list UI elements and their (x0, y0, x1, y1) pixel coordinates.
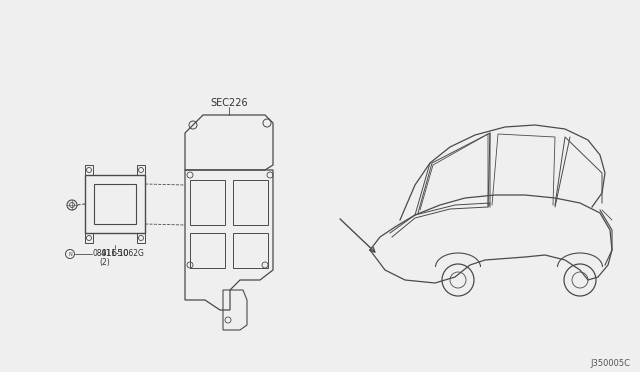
Text: SEC226: SEC226 (210, 98, 248, 108)
Text: J350005C: J350005C (590, 359, 630, 369)
Bar (85, 175, 145, 233)
Bar (94, 184, 136, 224)
Text: (2): (2) (99, 257, 109, 266)
Bar (137, 233, 145, 243)
Bar (137, 165, 145, 175)
Bar (233, 233, 268, 268)
Bar (85, 233, 93, 243)
Text: N: N (68, 251, 72, 257)
Text: 41650: 41650 (100, 248, 129, 257)
Bar (190, 233, 225, 268)
Bar (190, 180, 225, 225)
Bar (85, 165, 93, 175)
Text: 08911-1062G: 08911-1062G (92, 250, 144, 259)
Bar (233, 180, 268, 225)
